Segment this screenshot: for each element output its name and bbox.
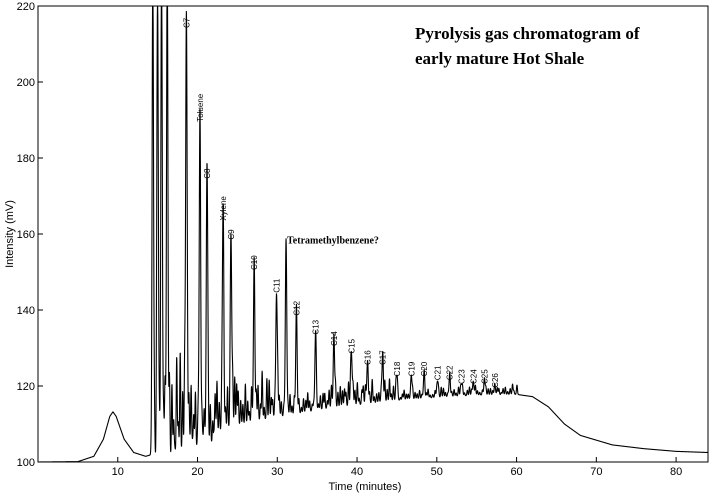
chart-title-line-2: early mature Hot Shale — [415, 49, 585, 68]
peak-label: C24 — [470, 369, 479, 384]
y-tick-label: 200 — [17, 77, 35, 89]
peak-label: C26 — [491, 373, 500, 388]
x-tick-label: 50 — [431, 466, 443, 478]
peak-label: C9 — [227, 229, 236, 240]
x-tick-label: 10 — [112, 466, 124, 478]
peak-label: C8 — [203, 168, 212, 179]
x-tick-label: 60 — [510, 466, 522, 478]
peak-label: Toluene — [196, 93, 205, 122]
peak-label: C25 — [481, 369, 490, 384]
x-tick-label: 30 — [271, 466, 283, 478]
peak-label: C19 — [407, 361, 416, 376]
peak-label: C18 — [393, 361, 402, 376]
chromatogram-trace — [37, 5, 709, 463]
chart-title-line-1: Pyrolysis gas chromatogram of — [415, 24, 640, 43]
peak-label: C11 — [272, 278, 281, 293]
y-tick-label: 160 — [17, 229, 35, 241]
x-tick-label: 70 — [590, 466, 602, 478]
peak-label: C10 — [250, 255, 259, 270]
peak-label: C22 — [446, 365, 455, 380]
peak-label: C14 — [330, 331, 339, 346]
peak-label: C20 — [420, 361, 429, 376]
y-axis-title: Intensity (mV) — [4, 200, 16, 268]
peak-label: C15 — [347, 338, 356, 353]
peak-label: C17 — [379, 350, 388, 365]
peak-label: C7 — [182, 17, 191, 28]
peak-label: Xylene — [219, 196, 228, 221]
y-tick-label: 140 — [17, 305, 35, 317]
peak-label: C21 — [434, 365, 443, 380]
peak-label: C13 — [312, 319, 321, 334]
y-tick-label: 100 — [17, 457, 35, 469]
x-tick-label: 40 — [351, 466, 363, 478]
peak-label: C23 — [458, 369, 467, 384]
y-tick-label: 220 — [17, 1, 35, 13]
y-tick-label: 120 — [17, 381, 35, 393]
x-tick-label: 20 — [191, 466, 203, 478]
peak-annotation: Tetramethylbenzene? — [287, 235, 379, 246]
peak-label: C12 — [292, 300, 301, 315]
x-axis-title: Time (minutes) — [329, 481, 402, 493]
peak-label: C16 — [363, 350, 372, 365]
y-tick-label: 180 — [17, 153, 35, 165]
x-tick-label: 80 — [670, 466, 682, 478]
